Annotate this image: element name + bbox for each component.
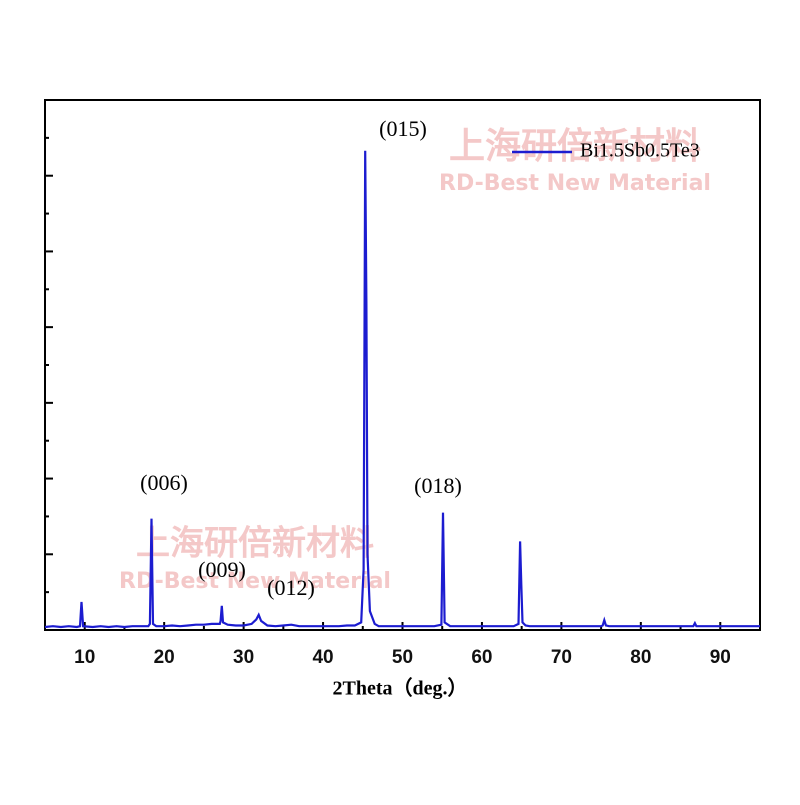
x-tick-label: 30 (233, 647, 254, 668)
x-axis-label: 2Theta（deg.） (333, 677, 468, 700)
x-tick-label: 10 (74, 647, 95, 668)
x-tick-label: 20 (154, 647, 175, 668)
x-tick-label: 40 (312, 647, 333, 668)
watermark: RD-Best New Material (439, 171, 711, 196)
watermark: 上海研倍新材料 (449, 126, 701, 167)
peak-annotation: (018) (414, 473, 462, 498)
watermark: RD-Best New Material (119, 569, 391, 594)
xrd-line (44, 150, 760, 629)
x-tick-label: 60 (471, 647, 492, 668)
peak-annotation: (006) (140, 470, 188, 495)
legend-label: Bi1.5Sb0.5Te3 (580, 140, 700, 162)
watermark: 上海研倍新材料 (136, 524, 374, 564)
peak-annotation: (015) (379, 116, 427, 141)
x-tick-label: 80 (630, 647, 651, 668)
peak-annotation: (009) (198, 557, 246, 582)
x-tick-label: 50 (392, 647, 413, 668)
x-tick-label: 90 (710, 647, 731, 668)
peak-annotation: (012) (267, 575, 315, 600)
x-tick-label: 70 (551, 647, 572, 668)
